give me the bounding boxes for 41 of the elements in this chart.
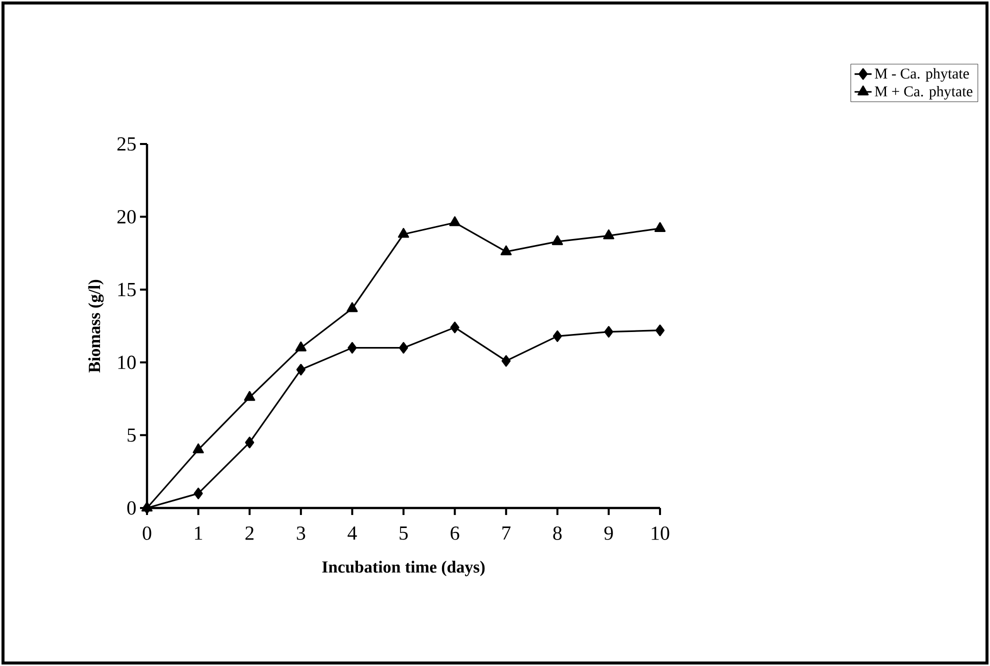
- x-tick-label: 5: [400, 526, 408, 540]
- x-tick-label: 1: [195, 526, 202, 540]
- point: [502, 355, 511, 367]
- x-axis-title: Incubation time (days): [322, 560, 485, 576]
- y-tick-label: 0: [127, 501, 136, 515]
- y-tick-label: 15: [118, 282, 136, 296]
- point: [346, 302, 358, 312]
- point: [348, 342, 357, 354]
- point: [552, 330, 562, 342]
- y-tick-label: 25: [117, 137, 136, 151]
- point: [296, 364, 306, 376]
- point: [244, 391, 256, 401]
- x-tick-label: 3: [296, 526, 306, 540]
- point: [398, 228, 410, 238]
- point: [449, 216, 460, 226]
- y-axis-title: Biomass (g/l): [88, 280, 104, 373]
- legend-label: M - Ca. phytate: [874, 68, 969, 82]
- y-tick-label: 20: [117, 210, 136, 224]
- point: [604, 326, 614, 338]
- point: [398, 342, 408, 354]
- x-tick-label: 4: [348, 526, 357, 540]
- point: [500, 245, 512, 256]
- point: [654, 222, 666, 232]
- point: [194, 488, 203, 500]
- x-tick-label: 10: [652, 526, 670, 540]
- x-tick-label: 8: [553, 526, 562, 540]
- point: [295, 342, 306, 352]
- x-tick-label: 0: [142, 526, 152, 540]
- point: [552, 235, 563, 246]
- point: [192, 443, 204, 454]
- point: [450, 322, 460, 334]
- point: [603, 229, 614, 240]
- x-tick-label: 9: [604, 526, 613, 540]
- y-tick-label: 5: [128, 428, 136, 442]
- point: [245, 436, 254, 448]
- x-tick-label: 7: [502, 526, 511, 540]
- x-tick-label: 2: [246, 526, 254, 540]
- y-tick-label: 10: [118, 356, 136, 370]
- x-tick-label: 6: [450, 526, 460, 540]
- legend-label: M + Ca. phytate: [874, 86, 972, 100]
- point: [655, 324, 665, 336]
